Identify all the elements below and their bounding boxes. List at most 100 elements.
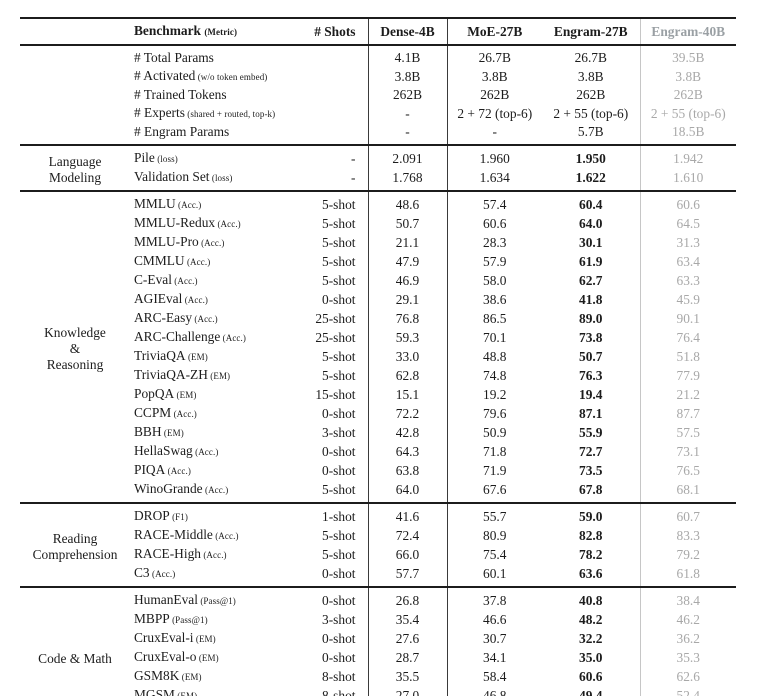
table-row: ARC-Easy (Acc.) 25-shot 76.8 86.5 89.0 90.1 — [20, 309, 736, 328]
benchmark-title: MMLU-Redux — [134, 215, 216, 230]
value-engram-40b: 3.8B — [639, 67, 736, 86]
value-moe-27b: 48.8 — [446, 347, 542, 366]
header-shots: # Shots — [314, 23, 356, 39]
shots-value: 0-shot — [322, 443, 356, 459]
table-row: # Experts (shared + routed, top-k) -2 + 7… — [20, 104, 736, 123]
table-header: Benchmark (Metric) # Shots Dense-4B MoE-… — [20, 18, 736, 45]
benchmark-title: # Engram Params — [134, 124, 230, 139]
shots-value: 5-shot — [322, 196, 356, 212]
benchmark-name: RACE-High (Acc.) — [130, 545, 298, 564]
benchmark-title: MMLU — [134, 196, 176, 211]
value-engram-27b: 67.8 — [579, 481, 603, 497]
section-category-line: Reasoning — [46, 356, 104, 372]
header-model-moe-27b: MoE-27B — [446, 18, 542, 45]
value-engram-40b: 1.942 — [639, 145, 736, 168]
shots-value: 0-shot — [322, 592, 356, 608]
value-engram-27b: 50.7 — [579, 348, 603, 364]
value-engram-27b: 26.7B — [574, 50, 607, 65]
benchmark-name: BBH (EM) — [130, 423, 298, 442]
benchmark-title: BBH — [134, 424, 162, 439]
table-row: GSM8K (EM) 8-shot 35.5 58.4 60.6 62.6 — [20, 667, 736, 686]
value-dense-4b: 41.6 — [367, 503, 447, 526]
benchmark-name: TriviaQA-ZH (EM) — [130, 366, 298, 385]
value-engram-27b: 5.7B — [577, 124, 604, 139]
value-dense-4b: 35.4 — [367, 610, 447, 629]
benchmark-name: AGIEval (Acc.) — [130, 290, 298, 309]
benchmark-title: # Experts — [134, 105, 185, 120]
value-engram-27b: 48.2 — [579, 611, 603, 627]
table-row: CCPM (Acc.) 0-shot 72.2 79.6 87.1 87.7 — [20, 404, 736, 423]
value-engram-27b: 262B — [576, 87, 606, 102]
value-dense-4b: 64.0 — [367, 480, 447, 503]
value-engram-27b: 30.1 — [579, 234, 603, 250]
header-model-engram-40b: Engram-40B — [639, 18, 736, 45]
shots-value: 5-shot — [322, 527, 356, 543]
header-benchmark-label: Benchmark — [134, 23, 201, 38]
value-moe-27b: 46.8 — [446, 686, 542, 696]
benchmark-name: WinoGrande (Acc.) — [130, 480, 298, 503]
value-dense-4b: 15.1 — [367, 385, 447, 404]
benchmark-name: ARC-Easy (Acc.) — [130, 309, 298, 328]
table-row: CruxEval-i (EM) 0-shot 27.6 30.7 32.2 36.2 — [20, 629, 736, 648]
value-moe-27b: 67.6 — [446, 480, 542, 503]
value-moe-27b: 1.634 — [446, 168, 542, 191]
benchmark-metric: (Acc.) — [192, 447, 219, 457]
benchmark-name: MMLU-Redux (Acc.) — [130, 214, 298, 233]
section-reading-comprehension: Reading Comprehension DROP (F1) 1-shot 41.6 5… — [20, 503, 736, 587]
benchmark-name: RACE-Middle (Acc.) — [130, 526, 298, 545]
benchmark-name: # Total Params — [130, 45, 298, 67]
benchmark-metric: (EM) — [207, 371, 231, 381]
benchmark-title: CCPM — [134, 405, 172, 420]
table-row: CruxEval-o (EM) 0-shot 28.7 34.1 35.0 35.3 — [20, 648, 736, 667]
benchmark-title: TriviaQA-ZH — [134, 367, 208, 382]
table-row: MMLU-Redux (Acc.) 5-shot 50.7 60.6 64.0 64.5 — [20, 214, 736, 233]
section-category-label: Knowledge & Reasoning — [20, 191, 130, 503]
value-engram-40b: 77.9 — [639, 366, 736, 385]
benchmark-name: MMLU (Acc.) — [130, 191, 298, 214]
table-row: MBPP (Pass@1) 3-shot 35.4 46.6 48.2 46.2 — [20, 610, 736, 629]
benchmark-name: HumanEval (Pass@1) — [130, 587, 298, 610]
benchmark-metric: (Pass@1) — [197, 596, 236, 606]
benchmark-metric: (Acc.) — [175, 200, 202, 210]
value-engram-40b: 60.7 — [639, 503, 736, 526]
value-engram-40b: 35.3 — [639, 648, 736, 667]
table-row: BBH (EM) 3-shot 42.8 50.9 55.9 57.5 — [20, 423, 736, 442]
benchmark-metric: (Acc.) — [202, 485, 229, 495]
value-dense-4b: 21.1 — [367, 233, 447, 252]
value-dense-4b: 62.8 — [367, 366, 447, 385]
value-dense-4b: 35.5 — [367, 667, 447, 686]
value-moe-27b: 58.0 — [446, 271, 542, 290]
value-engram-27b: 1.950 — [575, 150, 606, 166]
value-engram-27b: 40.8 — [579, 592, 603, 608]
section-language-modeling: Language Modeling Pile (loss) -2.091 1.960 1.… — [20, 145, 736, 191]
value-engram-27b: 72.7 — [579, 443, 603, 459]
benchmark-title: RACE-Middle — [134, 527, 213, 542]
table-row: # Engram Params - - 5.7B 18.5B — [20, 123, 736, 145]
benchmark-title: # Activated — [134, 68, 196, 83]
value-moe-27b: 3.8B — [446, 67, 542, 86]
value-dense-4b: 47.9 — [367, 252, 447, 271]
value-moe-27b: 57.4 — [446, 191, 542, 214]
value-dense-4b: 66.0 — [367, 545, 447, 564]
section-category-line: Language — [48, 153, 102, 169]
benchmark-name: # Activated (w/o token embed) — [130, 67, 298, 86]
benchmark-table: Benchmark (Metric) # Shots Dense-4B MoE-… — [20, 17, 736, 696]
section-code-math: Code & Math HumanEval (Pass@1) 0-shot 26.8 3… — [20, 587, 736, 696]
benchmark-metric: (EM) — [196, 653, 219, 663]
table-row: # Total Params 4.1B 26.7B 26.7B 39.5B — [20, 45, 736, 67]
value-engram-27b: 61.9 — [579, 253, 603, 269]
benchmark-title: MGSM — [134, 687, 175, 696]
benchmark-title: HellaSwag — [134, 443, 193, 458]
value-engram-40b: 52.4 — [639, 686, 736, 696]
benchmark-title: ARC-Challenge — [134, 329, 221, 344]
benchmark-metric: (Acc.) — [212, 531, 239, 541]
value-moe-27b: - — [446, 123, 542, 145]
value-dense-4b: - — [367, 104, 447, 123]
benchmark-name: MMLU-Pro (Acc.) — [130, 233, 298, 252]
table-row: Reading Comprehension DROP (F1) 1-shot 41.6 5… — [20, 503, 736, 562]
value-engram-27b: 87.1 — [579, 405, 603, 421]
value-engram-40b: 79.2 — [639, 545, 736, 564]
table-row: TriviaQA (EM) 5-shot 33.0 48.8 50.7 51.8 — [20, 347, 736, 366]
value-engram-40b: 39.5B — [639, 45, 736, 67]
value-dense-4b: 26.8 — [367, 587, 447, 610]
